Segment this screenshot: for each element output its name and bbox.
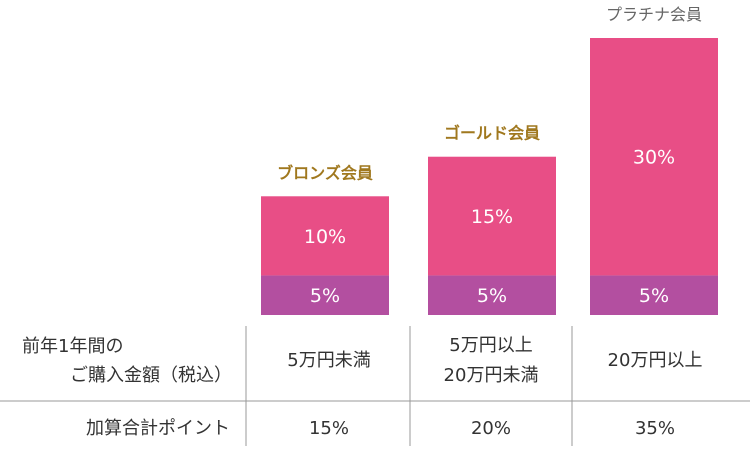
row1-cell-gold-line2: 20万円未満 [444, 365, 539, 386]
row1-header-line2: ご購入金額（税込） [70, 365, 232, 386]
bar-bronze-segment-1 [261, 275, 389, 315]
row2-cell-gold: 20% [471, 418, 511, 439]
bar-platinum-segment-2-label: 30% [633, 147, 675, 169]
bar-platinum-segment-1 [590, 275, 718, 315]
row1-header-line1: 前年1年間の [22, 336, 123, 357]
row2-cell-platinum: 35% [635, 418, 675, 439]
bar-gold-segment-2-label: 15% [471, 206, 513, 228]
row1-cell-platinum: 20万円以上 [608, 350, 703, 371]
bar-gold-segment-1-label: 5% [477, 285, 507, 307]
bars-group: 5% 10% ブロンズ会員 5% 15% ゴールド会員 5% 30% プラチナ会員 [261, 5, 718, 315]
tier-label-bronze: ブロンズ会員 [277, 163, 373, 182]
tier-label-platinum: プラチナ会員 [606, 5, 702, 24]
row1-cell-bronze: 5万円未満 [287, 350, 370, 371]
tier-label-gold: ゴールド会員 [444, 124, 540, 143]
row2-header: 加算合計ポイント [86, 418, 230, 439]
bar-gold-segment-1 [428, 275, 556, 315]
bar-platinum-segment-1-label: 5% [639, 285, 669, 307]
bar-platinum-segment-2 [590, 38, 718, 276]
row1-cell-gold-line1: 5万円以上 [449, 335, 532, 356]
bar-bronze-segment-2 [261, 196, 389, 276]
row2-cell-bronze: 15% [309, 418, 349, 439]
bar-bronze-segment-2-label: 10% [304, 226, 346, 248]
bar-bronze-segment-1-label: 5% [310, 285, 340, 307]
bar-gold-segment-2 [428, 156, 556, 276]
